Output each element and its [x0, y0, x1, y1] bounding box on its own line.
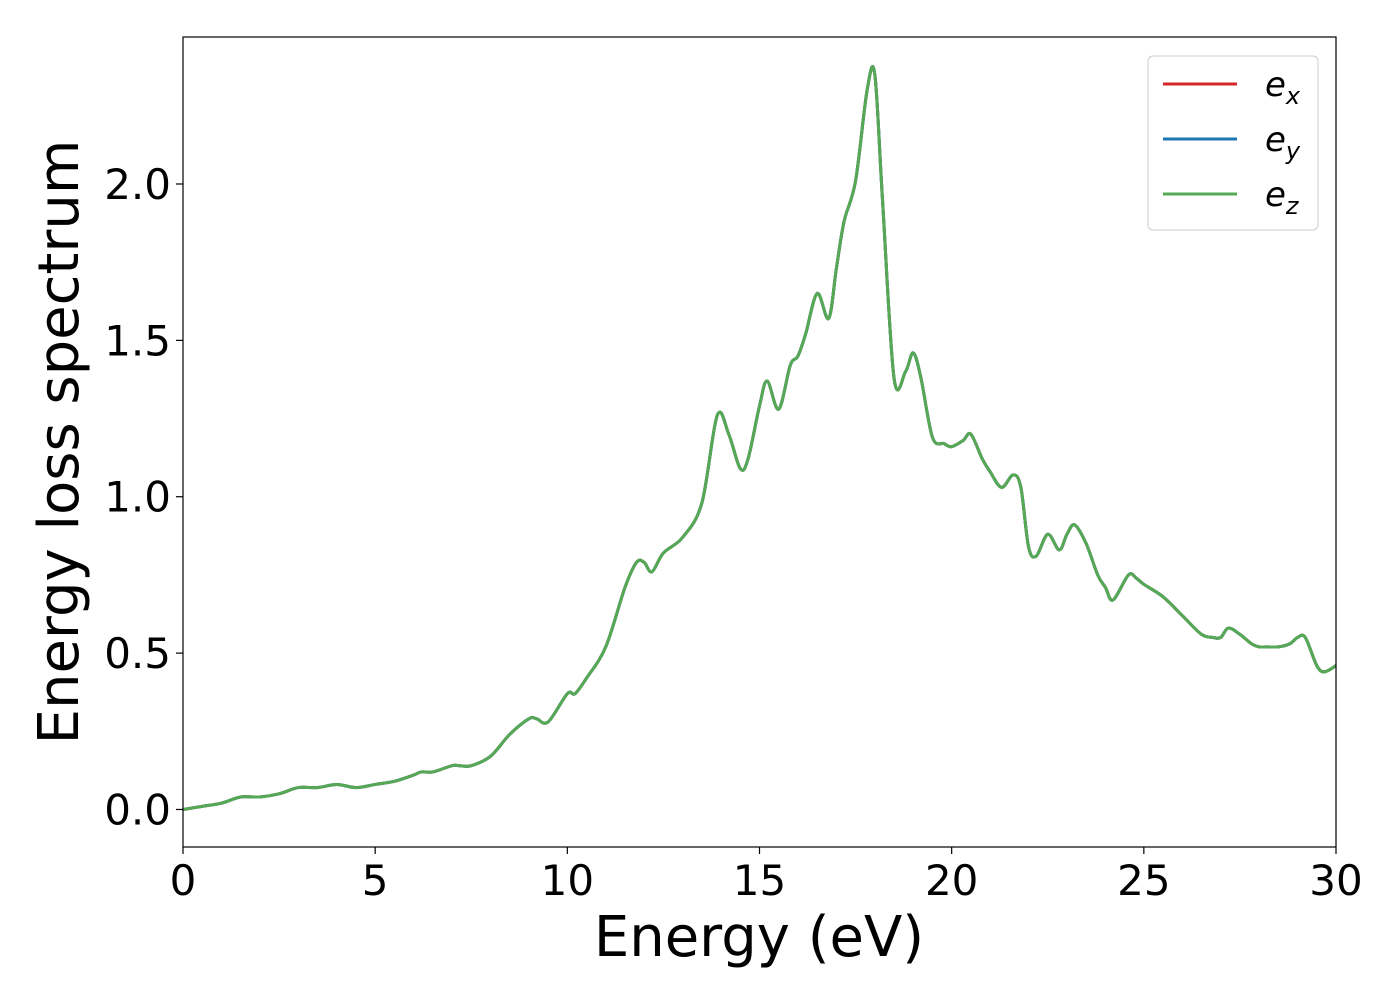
x-axis-ticks: 0 5 10 15 20 25 30 [170, 847, 1363, 905]
x-tick-label: 5 [362, 856, 389, 905]
legend-label-ez: ez [1265, 175, 1300, 220]
y-tick-label: 0.5 [104, 629, 171, 678]
x-tick-label: 25 [1117, 856, 1170, 905]
legend-label-base: e [1265, 175, 1286, 215]
y-tick-label: 1.5 [104, 316, 171, 365]
legend-label-subscript: z [1285, 192, 1300, 220]
plot-lines [183, 65, 1336, 811]
y-tick-label: 2.0 [104, 160, 171, 209]
y-axis-label: Energy loss spectrum [27, 140, 92, 745]
legend-label-ex: ex [1265, 65, 1301, 110]
x-axis-label: Energy (eV) [594, 905, 924, 970]
series-line-ez [183, 65, 1336, 811]
x-tick-label: 10 [541, 856, 594, 905]
legend-label-subscript: x [1285, 82, 1301, 110]
legend-label-base: e [1265, 120, 1286, 160]
y-tick-label: 1.0 [104, 473, 171, 522]
legend-box [1147, 55, 1319, 231]
x-tick-label: 20 [925, 856, 978, 905]
y-axis-ticks: 0.0 0.5 1.0 1.5 2.0 [104, 160, 183, 834]
legend-label-ey: ey [1265, 120, 1301, 165]
x-tick-label: 0 [170, 856, 197, 905]
x-tick-label: 30 [1309, 856, 1362, 905]
x-tick-label: 15 [733, 856, 786, 905]
legend-label-base: e [1265, 65, 1286, 105]
legend-label-subscript: y [1285, 137, 1301, 165]
y-tick-label: 0.0 [104, 785, 171, 834]
